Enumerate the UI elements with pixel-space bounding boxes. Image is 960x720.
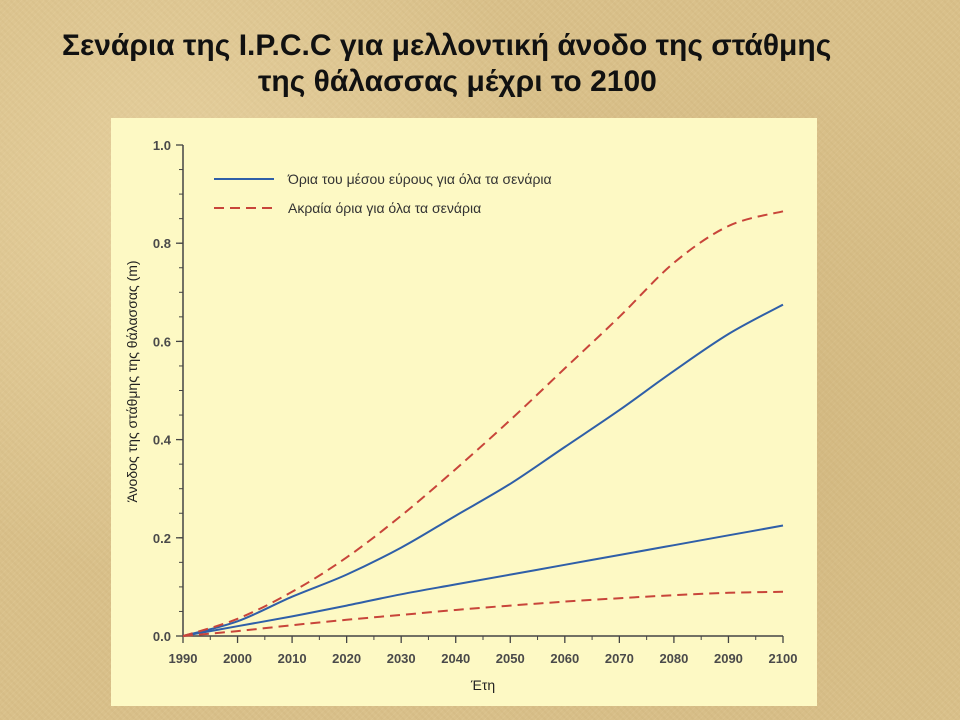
legend-label-extreme: Ακραία όρια για όλα τα σενάρια [288,200,481,216]
x-tick-label: 2020 [332,651,361,666]
x-tick-label: 2090 [714,651,743,666]
x-tick-label: 2050 [496,651,525,666]
series-lines [182,210,784,637]
x-tick-label: 2080 [659,651,688,666]
legend: Όρια του μέσου εύρους για όλα τα σενάρια… [214,171,552,216]
x-tick-label: 2000 [223,651,252,666]
sea-level-rise-chart: 0.0 0.2 0.4 0.6 0.8 1.0 1990 2000 2010 2020 2030 20… [124,138,798,693]
y-tick-label: 0.4 [153,433,172,448]
x-tick-label: 2030 [387,651,416,666]
mid-range-bound-line [182,524,784,637]
slide-title: Σενάρια της I.P.C.C για μελλοντική άνοδο… [0,28,960,100]
x-axis-label: Έτη [470,677,495,693]
y-tick-label: 0.0 [153,629,171,644]
x-tick-label: 2100 [769,651,798,666]
y-tick-label: 0.6 [153,334,171,349]
x-tick-label: 2010 [278,651,307,666]
y-axis-label: Άνοδος της στάθμης της θάλασσας (m) [124,260,140,502]
x-tick-label: 2070 [605,651,634,666]
y-tick-label: 0.2 [153,531,171,546]
extreme-bound-line [182,590,784,637]
chart-panel: 0.0 0.2 0.4 0.6 0.8 1.0 1990 2000 2010 2020 2030 20… [111,118,817,706]
legend-label-mid-range: Όρια του μέσου εύρους για όλα τα σενάρια [287,171,552,187]
x-tick-label: 2060 [550,651,579,666]
extreme-bound-line [182,210,784,637]
y-tick-label: 1.0 [153,138,171,153]
slide-title-line1: Σενάρια της I.P.C.C για μελλοντική άνοδο… [62,29,832,62]
mid-range-bound-line [182,303,784,637]
x-tick-label: 1990 [169,651,198,666]
slide-title-line2: της θάλασσας μέχρι το 2100 [258,65,657,98]
y-tick-label: 0.8 [153,236,171,251]
axes: 0.0 0.2 0.4 0.6 0.8 1.0 1990 2000 2010 2020 2030 20… [153,138,798,666]
x-tick-label: 2040 [441,651,470,666]
